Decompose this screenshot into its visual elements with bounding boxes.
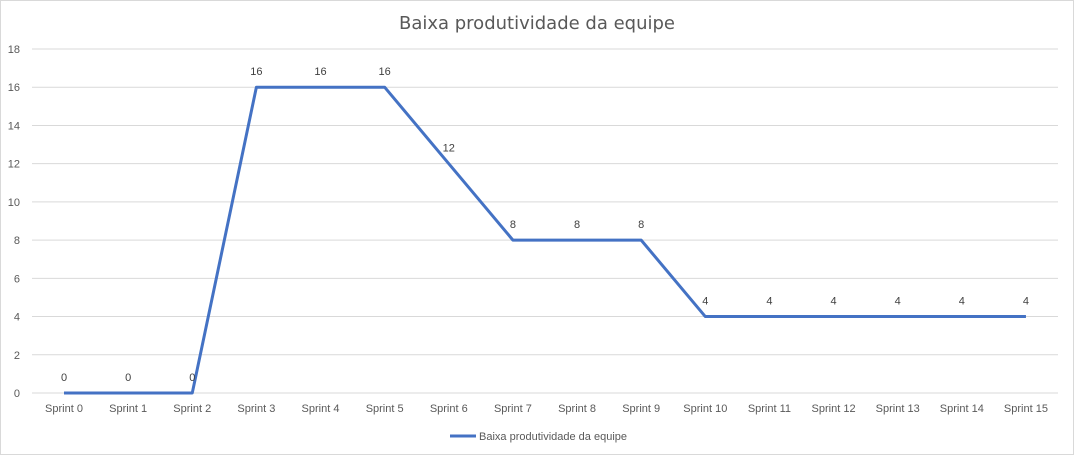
x-tick-label: Sprint 4 (302, 403, 340, 415)
x-tick-label: Sprint 3 (237, 403, 275, 415)
y-tick-label: 18 (8, 44, 20, 56)
data-label: 4 (895, 296, 901, 308)
x-tick-label: Sprint 1 (109, 403, 147, 415)
data-label: 0 (61, 372, 67, 384)
data-label: 4 (766, 296, 772, 308)
x-tick-label: Sprint 10 (683, 403, 727, 415)
chart-title: Baixa produtividade da equipe (398, 13, 676, 34)
x-tick-label: Sprint 7 (494, 403, 532, 415)
y-tick-label: 14 (8, 120, 20, 132)
data-labels: 0 0 0 16 16 16 12 8 8 8 4 4 4 4 4 4 (61, 66, 1029, 384)
data-label: 16 (250, 66, 262, 78)
series-line (64, 85, 1026, 395)
data-label: 0 (125, 372, 131, 384)
data-label: 0 (189, 372, 195, 384)
legend-label: Baixa produtividade da equipe (479, 431, 627, 443)
x-tick-label: Sprint 13 (876, 403, 920, 415)
x-tick-label: Sprint 12 (812, 403, 856, 415)
x-tick-label: Sprint 6 (430, 403, 468, 415)
x-axis: Sprint 0 Sprint 1 Sprint 2 Sprint 3 Sprint 4… (45, 403, 1048, 415)
data-label: 8 (574, 219, 580, 231)
y-tick-label: 4 (14, 312, 20, 324)
x-tick-label: Sprint 15 (1004, 403, 1048, 415)
legend: Baixa produtividade da equipe (450, 431, 627, 443)
data-label: 16 (379, 66, 391, 78)
x-tick-label: Sprint 9 (622, 403, 660, 415)
series-layer (63, 85, 1026, 395)
data-label: 8 (638, 219, 644, 231)
y-tick-label: 0 (14, 388, 20, 400)
data-label: 4 (1023, 296, 1029, 308)
x-tick-label: Sprint 2 (173, 403, 211, 415)
y-tick-label: 2 (14, 350, 20, 362)
y-tick-label: 12 (8, 159, 20, 171)
data-label: 12 (443, 143, 455, 155)
x-tick-label: Sprint 8 (558, 403, 596, 415)
y-tick-label: 10 (8, 197, 20, 209)
y-tick-label: 8 (14, 235, 20, 247)
x-tick-label: Sprint 14 (940, 403, 984, 415)
data-label: 4 (959, 296, 965, 308)
y-tick-label: 16 (8, 82, 20, 94)
x-tick-label: Sprint 0 (45, 403, 83, 415)
y-axis: 0 2 4 6 8 10 12 14 16 18 (8, 44, 20, 400)
gridlines (32, 48, 1058, 394)
data-label: 4 (702, 296, 708, 308)
data-label: 4 (830, 296, 836, 308)
y-tick-label: 6 (14, 273, 20, 285)
data-label: 8 (510, 219, 516, 231)
x-tick-label: Sprint 11 (748, 403, 791, 415)
x-tick-label: Sprint 5 (366, 403, 404, 415)
data-label: 16 (314, 66, 326, 78)
